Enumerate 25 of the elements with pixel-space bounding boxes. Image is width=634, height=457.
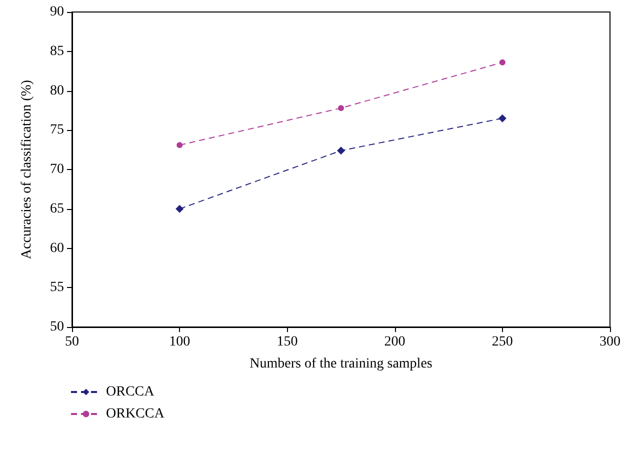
x-tick-label: 50 <box>65 334 79 350</box>
point <box>338 105 344 112</box>
x-tick-label: 100 <box>169 334 190 350</box>
y-tick-label: 50 <box>50 320 64 334</box>
legend-label: ORKCCA <box>106 406 166 422</box>
y-tick-label: 90 <box>50 4 64 20</box>
point <box>499 59 506 66</box>
point <box>337 146 345 155</box>
x-tick-label: 250 <box>492 334 513 350</box>
point <box>176 142 183 148</box>
y-tick-label: 65 <box>50 201 64 216</box>
x-tick-label: 200 <box>384 334 406 350</box>
legend-label: ORCCA <box>106 384 156 400</box>
x-tick-label: 150 <box>276 334 298 350</box>
x-tick-label: 300 <box>600 334 620 350</box>
y-tick-label: 70 <box>50 162 64 177</box>
y-tick-label: 55 <box>50 280 64 296</box>
y-tick-label: 75 <box>50 122 64 138</box>
point <box>498 114 506 122</box>
point <box>176 204 184 213</box>
y-tick-label: 60 <box>50 240 64 256</box>
x-axis-title: Numbers of the training samples <box>250 356 432 372</box>
y-axis-title: Accuracies of classification (%) <box>20 80 34 260</box>
y-tick-label: 80 <box>50 83 64 98</box>
y-tick-label: 85 <box>50 44 64 59</box>
